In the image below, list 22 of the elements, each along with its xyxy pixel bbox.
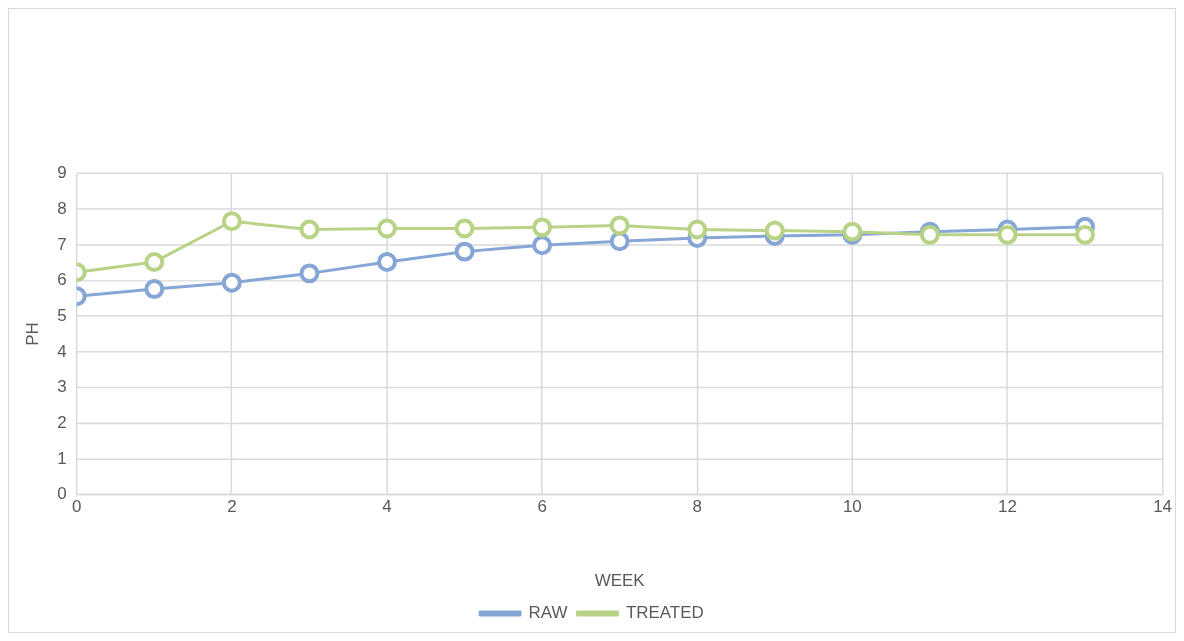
y-tick-label: 6 xyxy=(57,270,67,290)
x-tick-label: 14 xyxy=(1153,497,1172,517)
x-tick-label: 4 xyxy=(382,497,392,517)
x-tick-label: 2 xyxy=(227,497,237,517)
y-tick-label: 2 xyxy=(57,412,67,432)
y-tick-label: 1 xyxy=(57,448,67,468)
legend-label: TREATED xyxy=(625,603,704,623)
x-tick-label: 12 xyxy=(998,497,1017,517)
x-tick-label: 0 xyxy=(72,497,82,517)
legend-label: RAW xyxy=(528,603,568,623)
y-tick-label: 5 xyxy=(57,305,67,325)
x-axis-title: WEEK xyxy=(594,570,646,590)
y-tick-label: 4 xyxy=(57,341,67,361)
y-axis-title: PH xyxy=(22,322,42,346)
y-tick-label: 3 xyxy=(57,377,67,397)
y-tick-label: 7 xyxy=(57,234,67,254)
y-tick-label: 9 xyxy=(57,163,67,183)
y-tick-label: 0 xyxy=(57,484,67,504)
x-tick-label: 10 xyxy=(842,497,862,517)
y-tick-label: 8 xyxy=(57,198,67,218)
x-tick-label: 8 xyxy=(692,497,702,517)
x-tick-label: 6 xyxy=(537,497,547,517)
